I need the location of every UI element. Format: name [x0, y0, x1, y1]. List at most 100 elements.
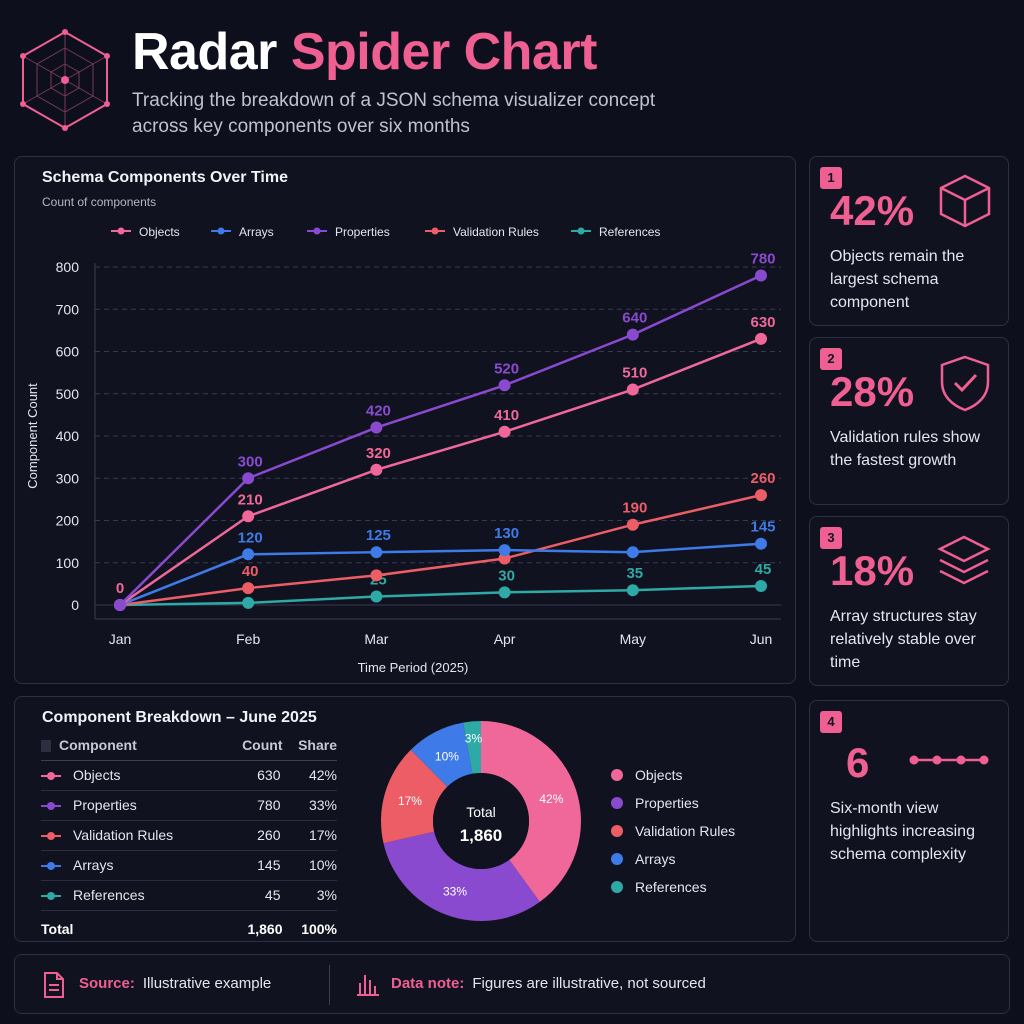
legend-item: References [571, 225, 660, 239]
card-text: Validation rules show the fastest growth [830, 429, 981, 469]
data-point [755, 579, 767, 592]
legend-dot-icon [611, 797, 623, 809]
insight-card-2: 2 28% Validation rules show the fastest gr… [809, 337, 1009, 505]
data-label: 45 [755, 561, 772, 578]
title-part1: Radar [132, 23, 277, 81]
timeline-dots-icon [908, 753, 990, 772]
row-count: 780 [225, 790, 283, 821]
row-swatch-icon [41, 862, 61, 871]
data-point [242, 472, 255, 485]
donut-slice-validation-rules [381, 749, 448, 844]
subtitle-line2: across key components over six months [132, 116, 470, 137]
card-stat: 18% [830, 547, 915, 594]
donut-center-value: 1,860 [460, 826, 503, 845]
donut-hole [433, 773, 529, 869]
card-number-badge: 4 [820, 711, 842, 733]
x-tick-label: Apr [494, 631, 516, 647]
slice-label: 3% [465, 731, 483, 745]
row-share: 3% [282, 880, 337, 911]
data-label: 320 [366, 445, 391, 462]
legend-label: Properties [335, 225, 390, 239]
row-component: Objects [41, 760, 226, 791]
title-part2: Spider Chart [290, 23, 598, 81]
row-share: 42% [282, 760, 337, 791]
card-number-badge: 1 [820, 167, 842, 189]
x-tick-label: Feb [236, 631, 260, 647]
donut-slice-arrays [410, 722, 473, 787]
data-label: 35 [626, 565, 643, 582]
legend-label: Arrays [239, 225, 274, 239]
series-validation-rules: 40 190 260 [114, 470, 776, 611]
data-point [755, 269, 767, 282]
data-label: 130 [494, 525, 519, 542]
breakdown-panel: Component Breakdown – June 2025 Componen… [14, 696, 796, 944]
data-point [498, 544, 511, 557]
legend-label: References [599, 225, 660, 239]
data-point [370, 546, 383, 559]
card-text: Objects remain the largest schema compon… [830, 248, 965, 311]
donut-legend: Objects Properties Validation Rules Arrays R… [611, 761, 735, 901]
row-swatch-icon [41, 892, 61, 901]
row-component: Arrays [41, 850, 226, 881]
footer-bar: Source: Illustrative example Data note: Fi… [14, 954, 1010, 1014]
series-line [119, 542, 762, 607]
th-component: Component [41, 731, 226, 761]
donut-legend-item: References [611, 873, 735, 901]
data-label: 120 [238, 529, 263, 546]
data-point [626, 518, 639, 531]
data-point [242, 582, 255, 595]
data-point [498, 586, 511, 599]
data-point [626, 584, 639, 597]
slice-label: 42% [539, 792, 563, 806]
data-point [755, 489, 767, 502]
x-tick-label: Jun [750, 631, 773, 647]
card-number-badge: 3 [820, 527, 842, 549]
page-title: Radar Spider Chart [132, 22, 597, 82]
data-label: 260 [750, 470, 775, 487]
row-swatch-icon [41, 802, 61, 811]
donut-center-label: Total [466, 804, 496, 820]
legend-label: Objects [139, 225, 180, 239]
legend-item: Objects [111, 225, 180, 239]
y-tick-label: 400 [56, 428, 80, 444]
data-label: 630 [750, 314, 775, 331]
data-point [498, 552, 511, 565]
data-label: 190 [622, 500, 647, 517]
data-point [626, 546, 639, 559]
series-line [119, 337, 762, 607]
series-line [119, 274, 762, 606]
y-tick-label: 300 [56, 470, 80, 486]
table-row: Validation Rules 260 17% [41, 820, 337, 851]
source-label: Source: [79, 975, 135, 992]
y-tick-label: 100 [56, 555, 80, 571]
donut-slice-references [463, 721, 481, 774]
data-point [114, 599, 126, 611]
insight-card-3: 3 18% Array structures stay relatively sta… [809, 516, 1009, 686]
row-component: Properties [41, 790, 226, 821]
radar-logo-icon [20, 29, 110, 131]
th-count: Count [225, 731, 283, 761]
slice-label: 33% [443, 884, 467, 898]
y-tick-label: 500 [56, 386, 80, 402]
row-component: Validation Rules [41, 820, 226, 851]
legend-dot-icon [611, 769, 623, 781]
data-label: 300 [238, 453, 263, 470]
row-count: 630 [225, 760, 283, 791]
row-count: 145 [225, 850, 283, 881]
card-text: Array structures stay relatively stable … [830, 608, 977, 671]
layers-icon [936, 533, 992, 594]
bar-chart-icon [357, 975, 379, 996]
data-label: 0 [116, 580, 124, 597]
th-share: Share [282, 731, 337, 761]
donut-legend-item: Arrays [611, 845, 735, 873]
data-point [370, 421, 383, 434]
breakdown-title: Component Breakdown – June 2025 [42, 709, 317, 726]
footer-divider [329, 965, 330, 1005]
y-tick-label: 200 [56, 513, 80, 529]
row-component: References [41, 880, 226, 911]
data-point [242, 596, 255, 609]
slice-label: 17% [398, 794, 422, 808]
card-stat: 28% [830, 368, 915, 415]
data-point [626, 328, 639, 341]
legend-item: Properties [307, 225, 390, 239]
